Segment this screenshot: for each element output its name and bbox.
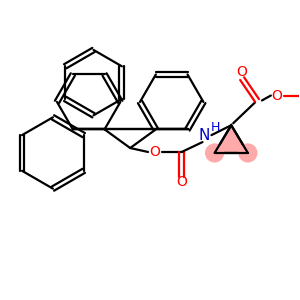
Text: O: O [149, 145, 161, 159]
Polygon shape [214, 125, 248, 153]
Text: O: O [176, 175, 187, 189]
Text: O: O [237, 65, 248, 79]
Text: H: H [211, 121, 220, 134]
Circle shape [239, 144, 257, 162]
Text: O: O [272, 88, 282, 103]
Circle shape [206, 144, 224, 162]
Text: N: N [199, 128, 210, 142]
